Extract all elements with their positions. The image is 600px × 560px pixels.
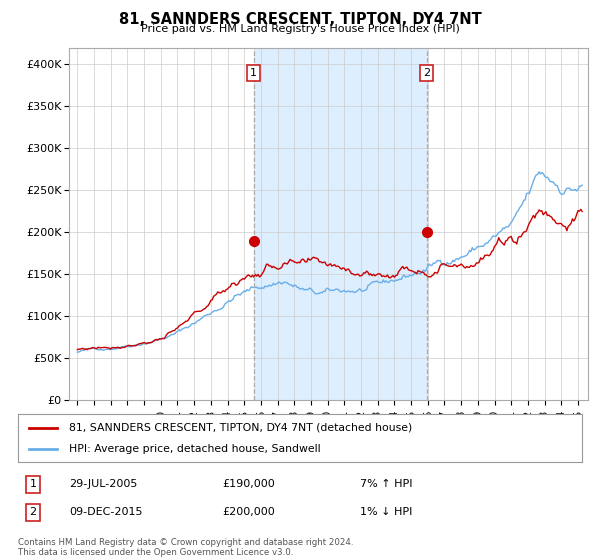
Text: £190,000: £190,000 <box>222 479 275 489</box>
Text: 2: 2 <box>29 507 37 517</box>
Text: Price paid vs. HM Land Registry's House Price Index (HPI): Price paid vs. HM Land Registry's House … <box>140 24 460 34</box>
Text: 29-JUL-2005: 29-JUL-2005 <box>69 479 137 489</box>
Text: Contains HM Land Registry data © Crown copyright and database right 2024.
This d: Contains HM Land Registry data © Crown c… <box>18 538 353 557</box>
Text: 81, SANNDERS CRESCENT, TIPTON, DY4 7NT (detached house): 81, SANNDERS CRESCENT, TIPTON, DY4 7NT (… <box>69 423 412 433</box>
Text: 1: 1 <box>29 479 37 489</box>
Text: 1% ↓ HPI: 1% ↓ HPI <box>360 507 412 517</box>
Text: HPI: Average price, detached house, Sandwell: HPI: Average price, detached house, Sand… <box>69 444 320 454</box>
Text: 09-DEC-2015: 09-DEC-2015 <box>69 507 143 517</box>
Text: 2: 2 <box>423 68 430 78</box>
Bar <box>254 48 427 400</box>
Text: 81, SANNDERS CRESCENT, TIPTON, DY4 7NT: 81, SANNDERS CRESCENT, TIPTON, DY4 7NT <box>119 12 481 27</box>
Text: £200,000: £200,000 <box>222 507 275 517</box>
Text: 7% ↑ HPI: 7% ↑ HPI <box>360 479 413 489</box>
Text: 1: 1 <box>250 68 257 78</box>
